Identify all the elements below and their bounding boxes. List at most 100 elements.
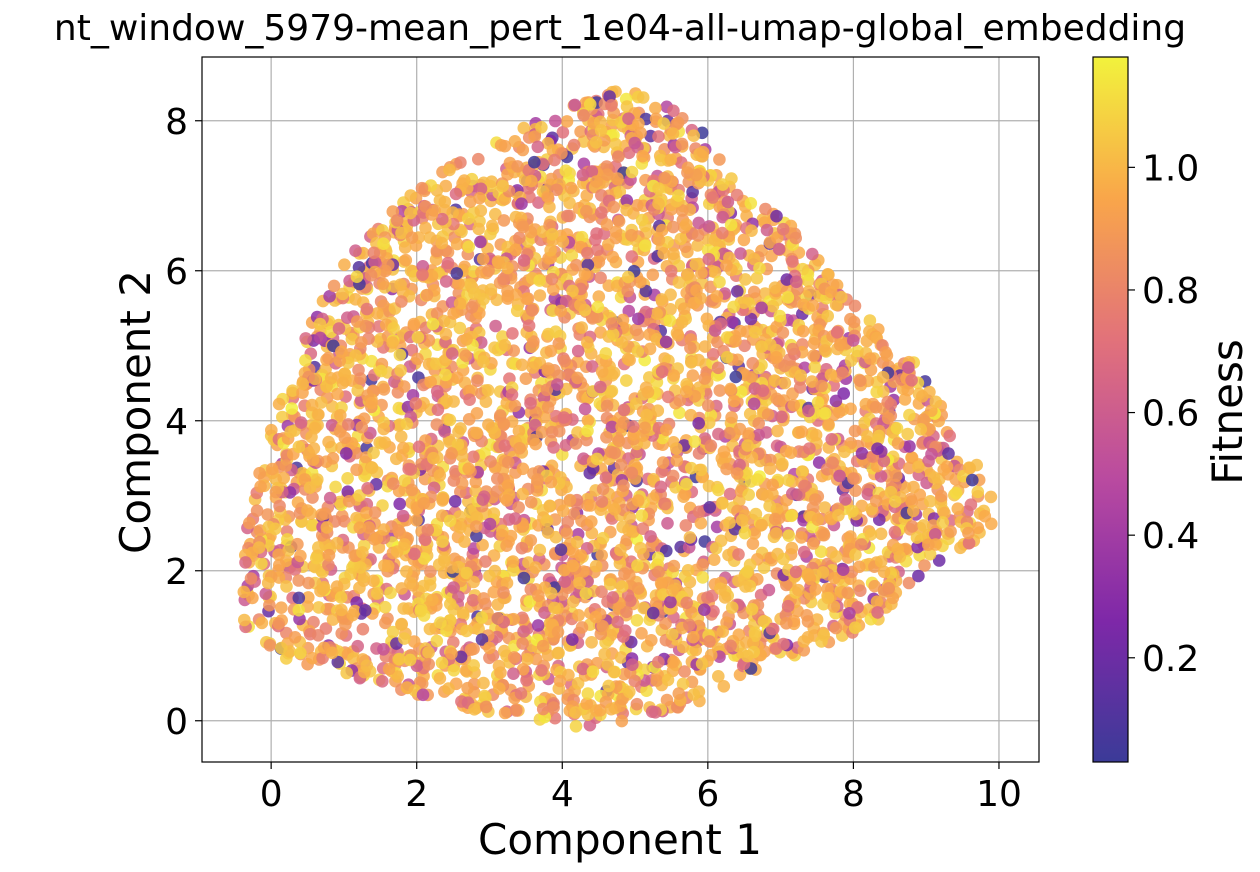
- scatter-point: [489, 319, 502, 333]
- scatter-point: [302, 591, 315, 604]
- scatter-point: [727, 394, 741, 408]
- scatter-point: [809, 428, 823, 442]
- scatter-point: [905, 374, 918, 387]
- scatter-point: [689, 643, 702, 657]
- scatter-point: [796, 325, 810, 338]
- scatter-point: [684, 408, 698, 422]
- scatter-point: [625, 250, 639, 263]
- scatter-point: [625, 229, 638, 242]
- scatter-point: [616, 313, 630, 327]
- scatter-point: [306, 491, 319, 504]
- scatter-point: [311, 629, 325, 642]
- scatter-point: [317, 581, 331, 594]
- scatter-point: [450, 237, 464, 251]
- scatter-point: [651, 551, 665, 565]
- scatter-point: [447, 474, 461, 487]
- scatter-point: [282, 544, 295, 557]
- scatter-point: [679, 519, 693, 532]
- scatter-point: [423, 231, 437, 244]
- scatter-point: [458, 174, 471, 187]
- scatter-point: [370, 307, 384, 320]
- scatter-point: [716, 497, 729, 510]
- scatter-point: [821, 582, 834, 596]
- scatter-point: [502, 479, 515, 492]
- scatter-point: [666, 584, 679, 597]
- colorbar-tick-label: 0.4: [1142, 516, 1199, 557]
- scatter-point: [368, 255, 381, 269]
- scatter-point: [425, 208, 439, 221]
- scatter-point: [911, 540, 924, 554]
- scatter-point: [583, 98, 597, 111]
- scatter-point: [377, 237, 390, 250]
- scatter-point: [732, 548, 745, 561]
- scatter-point: [424, 375, 438, 389]
- scatter-point: [686, 185, 699, 199]
- scatter-point: [838, 445, 851, 459]
- scatter-point: [652, 655, 665, 669]
- scatter-point: [724, 639, 737, 653]
- scatter-point: [605, 317, 619, 331]
- scatter-point: [472, 152, 485, 166]
- scatter-point: [488, 426, 502, 440]
- scatter-point: [416, 268, 429, 282]
- scatter-point: [476, 252, 490, 266]
- scatter-point: [681, 564, 695, 577]
- scatter-point: [524, 534, 538, 547]
- scatter-point: [800, 609, 813, 622]
- scatter-point: [622, 112, 635, 125]
- scatter-point: [536, 639, 550, 653]
- scatter-point: [822, 418, 835, 431]
- scatter-point: [516, 663, 530, 676]
- scatter-point: [479, 691, 492, 704]
- scatter-point: [604, 445, 618, 459]
- scatter-point: [275, 641, 288, 655]
- scatter-point: [727, 300, 740, 314]
- scatter-point: [797, 644, 811, 657]
- scatter-point: [789, 565, 803, 579]
- scatter-point: [347, 652, 360, 665]
- scatter-point: [576, 662, 590, 676]
- scatter-point: [558, 563, 571, 577]
- scatter-point: [917, 519, 930, 532]
- scatter-point: [368, 506, 382, 519]
- scatter-point: [652, 197, 665, 210]
- scatter-point: [612, 434, 626, 448]
- scatter-point: [722, 548, 735, 562]
- scatter-point: [743, 407, 757, 421]
- scatter-point: [621, 352, 635, 366]
- x-tick-label: 6: [696, 774, 719, 815]
- scatter-point: [451, 438, 465, 451]
- scatter-point: [630, 697, 644, 711]
- scatter-point: [367, 246, 381, 260]
- scatter-point: [599, 471, 613, 485]
- scatter-point: [940, 460, 954, 474]
- scatter-point: [636, 91, 650, 104]
- scatter-point: [543, 499, 557, 513]
- scatter-point: [492, 659, 506, 673]
- y-tick-label: 0: [165, 702, 188, 743]
- scatter-point: [322, 558, 335, 572]
- scatter-point: [288, 631, 302, 644]
- scatter-point: [806, 247, 819, 261]
- scatter-point: [301, 504, 314, 517]
- scatter-point: [284, 425, 298, 439]
- scatter-point: [544, 587, 558, 600]
- scatter-point: [623, 685, 636, 699]
- scatter-point: [419, 221, 432, 235]
- scatter-point: [528, 155, 541, 169]
- scatter-point: [516, 220, 530, 234]
- scatter-point: [540, 514, 554, 528]
- scatter-point: [821, 268, 834, 281]
- scatter-point: [600, 168, 614, 181]
- scatter-point: [474, 204, 488, 217]
- scatter-point: [802, 404, 815, 418]
- scatter-point: [923, 547, 937, 561]
- scatter-point: [360, 659, 374, 672]
- scatter-point: [333, 495, 346, 509]
- scatter-point: [884, 398, 898, 411]
- scatter-point: [520, 653, 534, 666]
- scatter-point: [595, 206, 608, 219]
- scatter-point: [280, 580, 293, 593]
- scatter-point: [461, 681, 474, 695]
- scatter-point: [423, 622, 437, 636]
